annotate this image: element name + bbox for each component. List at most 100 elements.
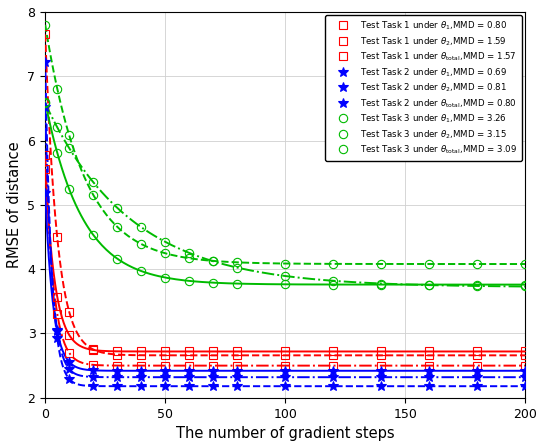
Test Task 1 under $\theta_2$,MMD = 1.59 <box>426 349 432 354</box>
Y-axis label: RMSE of distance: RMSE of distance <box>7 142 22 268</box>
Test Task 3 under $\theta_{\rm total}$,MMD = 3.09 <box>138 224 145 230</box>
Test Task 2 under $\theta_{\rm total}$,MMD = 0.80 <box>54 327 60 333</box>
Test Task 3 under $\theta_1$,MMD = 3.26 <box>330 261 336 267</box>
Test Task 1 under $\theta_{\rm total}$,MMD = 1.57 <box>522 363 528 368</box>
Test Task 3 under $\theta_{\rm total}$,MMD = 3.09 <box>90 180 96 185</box>
Test Task 2 under $\theta_2$,MMD = 0.81 <box>186 368 193 374</box>
Test Task 1 under $\theta_2$,MMD = 1.59 <box>522 349 528 354</box>
Test Task 1 under $\theta_1$,MMD = 0.80 <box>162 353 169 358</box>
Test Task 1 under $\theta_{\rm total}$,MMD = 1.57 <box>42 152 48 157</box>
Test Task 3 under $\theta_{\rm total}$,MMD = 3.09 <box>378 281 385 286</box>
Test Task 3 under $\theta_{\rm total}$,MMD = 3.09 <box>282 273 288 279</box>
Line: Test Task 2 under $\theta_1$,MMD = 0.69: Test Task 2 under $\theta_1$,MMD = 0.69 <box>40 57 530 391</box>
Test Task 2 under $\theta_1$,MMD = 0.69 <box>66 376 72 382</box>
Test Task 3 under $\theta_{\rm total}$,MMD = 3.09 <box>330 278 336 284</box>
Test Task 3 under $\theta_2$,MMD = 3.15 <box>378 282 385 287</box>
Test Task 3 under $\theta_1$,MMD = 3.26 <box>234 260 240 265</box>
Test Task 2 under $\theta_2$,MMD = 0.81 <box>54 328 60 334</box>
Test Task 3 under $\theta_{\rm total}$,MMD = 3.09 <box>426 282 432 288</box>
Test Task 1 under $\theta_1$,MMD = 0.80 <box>330 353 336 358</box>
Test Task 3 under $\theta_1$,MMD = 3.26 <box>114 224 120 229</box>
Test Task 1 under $\theta_1$,MMD = 0.80 <box>426 353 432 358</box>
Test Task 1 under $\theta_1$,MMD = 0.80 <box>522 353 528 358</box>
Test Task 1 under $\theta_2$,MMD = 1.59 <box>210 349 217 354</box>
Test Task 2 under $\theta_2$,MMD = 0.81 <box>378 368 385 374</box>
Test Task 3 under $\theta_2$,MMD = 3.15 <box>66 186 72 192</box>
Legend: Test Task 1 under $\theta_1$,MMD = 0.80, Test Task 1 under $\theta_2$,MMD = 1.59: Test Task 1 under $\theta_1$,MMD = 0.80,… <box>325 15 522 161</box>
Test Task 2 under $\theta_{\rm total}$,MMD = 0.80 <box>282 375 288 380</box>
Test Task 1 under $\theta_{\rm total}$,MMD = 1.57 <box>282 363 288 368</box>
Test Task 3 under $\theta_{\rm total}$,MMD = 3.09 <box>210 258 217 264</box>
Line: Test Task 2 under $\theta_{\rm total}$,MMD = 0.80: Test Task 2 under $\theta_{\rm total}$,M… <box>40 102 530 382</box>
Test Task 1 under $\theta_{\rm total}$,MMD = 1.57 <box>90 362 96 367</box>
Line: Test Task 1 under $\theta_1$,MMD = 0.80: Test Task 1 under $\theta_1$,MMD = 0.80 <box>41 30 529 359</box>
Test Task 1 under $\theta_1$,MMD = 0.80 <box>186 353 193 358</box>
Test Task 1 under $\theta_{\rm total}$,MMD = 1.57 <box>162 363 169 368</box>
Test Task 3 under $\theta_1$,MMD = 3.26 <box>66 133 72 138</box>
Test Task 1 under $\theta_{\rm total}$,MMD = 1.57 <box>210 363 217 368</box>
Test Task 2 under $\theta_2$,MMD = 0.81 <box>90 368 96 373</box>
Test Task 3 under $\theta_2$,MMD = 3.15 <box>138 268 145 274</box>
Test Task 2 under $\theta_1$,MMD = 0.69 <box>90 383 96 389</box>
Test Task 1 under $\theta_1$,MMD = 0.80 <box>234 353 240 358</box>
Test Task 1 under $\theta_{\rm total}$,MMD = 1.57 <box>474 363 480 368</box>
Test Task 3 under $\theta_2$,MMD = 3.15 <box>210 280 217 285</box>
Test Task 1 under $\theta_1$,MMD = 0.80 <box>42 32 48 37</box>
Test Task 2 under $\theta_1$,MMD = 0.69 <box>474 383 480 389</box>
Test Task 2 under $\theta_{\rm total}$,MMD = 0.80 <box>138 375 145 380</box>
Test Task 1 under $\theta_{\rm total}$,MMD = 1.57 <box>426 363 432 368</box>
Test Task 2 under $\theta_1$,MMD = 0.69 <box>114 383 120 389</box>
Test Task 1 under $\theta_1$,MMD = 0.80 <box>378 353 385 358</box>
Test Task 1 under $\theta_{\rm total}$,MMD = 1.57 <box>378 363 385 368</box>
Test Task 1 under $\theta_{\rm total}$,MMD = 1.57 <box>66 350 72 355</box>
Test Task 2 under $\theta_2$,MMD = 0.81 <box>114 368 120 374</box>
Test Task 3 under $\theta_2$,MMD = 3.15 <box>234 281 240 286</box>
Test Task 2 under $\theta_{\rm total}$,MMD = 0.80 <box>522 375 528 380</box>
Test Task 3 under $\theta_{\rm total}$,MMD = 3.09 <box>522 284 528 289</box>
Test Task 3 under $\theta_2$,MMD = 3.15 <box>522 282 528 287</box>
Test Task 2 under $\theta_1$,MMD = 0.69 <box>42 60 48 65</box>
Test Task 2 under $\theta_2$,MMD = 0.81 <box>426 368 432 374</box>
Test Task 3 under $\theta_1$,MMD = 3.26 <box>138 241 145 247</box>
Test Task 1 under $\theta_1$,MMD = 0.80 <box>474 353 480 358</box>
Test Task 2 under $\theta_{\rm total}$,MMD = 0.80 <box>186 375 193 380</box>
Test Task 2 under $\theta_{\rm total}$,MMD = 0.80 <box>162 375 169 380</box>
Test Task 1 under $\theta_{\rm total}$,MMD = 1.57 <box>54 311 60 316</box>
Test Task 1 under $\theta_2$,MMD = 1.59 <box>378 349 385 354</box>
Test Task 2 under $\theta_1$,MMD = 0.69 <box>210 383 217 389</box>
Test Task 3 under $\theta_{\rm total}$,MMD = 3.09 <box>66 146 72 151</box>
Test Task 1 under $\theta_2$,MMD = 1.59 <box>282 349 288 354</box>
Test Task 1 under $\theta_1$,MMD = 0.80 <box>90 347 96 352</box>
Test Task 2 under $\theta_{\rm total}$,MMD = 0.80 <box>330 375 336 380</box>
Test Task 2 under $\theta_1$,MMD = 0.69 <box>138 383 145 389</box>
Test Task 3 under $\theta_1$,MMD = 3.26 <box>474 261 480 267</box>
Test Task 1 under $\theta_2$,MMD = 1.59 <box>66 332 72 338</box>
Test Task 1 under $\theta_2$,MMD = 1.59 <box>114 349 120 354</box>
Test Task 2 under $\theta_2$,MMD = 0.81 <box>330 368 336 374</box>
Test Task 3 under $\theta_1$,MMD = 3.26 <box>426 261 432 267</box>
Test Task 1 under $\theta_1$,MMD = 0.80 <box>114 352 120 357</box>
Test Task 2 under $\theta_{\rm total}$,MMD = 0.80 <box>378 375 385 380</box>
Test Task 3 under $\theta_2$,MMD = 3.15 <box>90 232 96 237</box>
Test Task 2 under $\theta_1$,MMD = 0.69 <box>186 383 193 389</box>
Test Task 3 under $\theta_1$,MMD = 3.26 <box>282 261 288 266</box>
Test Task 3 under $\theta_2$,MMD = 3.15 <box>282 282 288 287</box>
Test Task 3 under $\theta_1$,MMD = 3.26 <box>162 250 169 256</box>
Test Task 3 under $\theta_2$,MMD = 3.15 <box>426 282 432 287</box>
Test Task 1 under $\theta_{\rm total}$,MMD = 1.57 <box>330 363 336 368</box>
Test Task 2 under $\theta_{\rm total}$,MMD = 0.80 <box>90 374 96 379</box>
Test Task 2 under $\theta_1$,MMD = 0.69 <box>282 383 288 389</box>
Test Task 1 under $\theta_{\rm total}$,MMD = 1.57 <box>234 363 240 368</box>
Test Task 3 under $\theta_2$,MMD = 3.15 <box>114 256 120 261</box>
Test Task 1 under $\theta_2$,MMD = 1.59 <box>234 349 240 354</box>
Test Task 1 under $\theta_1$,MMD = 0.80 <box>282 353 288 358</box>
Test Task 2 under $\theta_2$,MMD = 0.81 <box>42 190 48 196</box>
Test Task 1 under $\theta_2$,MMD = 1.59 <box>330 349 336 354</box>
Test Task 2 under $\theta_{\rm total}$,MMD = 0.80 <box>210 375 217 380</box>
Test Task 3 under $\theta_{\rm total}$,MMD = 3.09 <box>54 125 60 130</box>
Test Task 1 under $\theta_1$,MMD = 0.80 <box>210 353 217 358</box>
Test Task 2 under $\theta_1$,MMD = 0.69 <box>522 383 528 389</box>
Line: Test Task 1 under $\theta_{\rm total}$,MMD = 1.57: Test Task 1 under $\theta_{\rm total}$,M… <box>41 151 529 370</box>
Test Task 2 under $\theta_{\rm total}$,MMD = 0.80 <box>426 375 432 380</box>
Test Task 1 under $\theta_{\rm total}$,MMD = 1.57 <box>114 363 120 368</box>
